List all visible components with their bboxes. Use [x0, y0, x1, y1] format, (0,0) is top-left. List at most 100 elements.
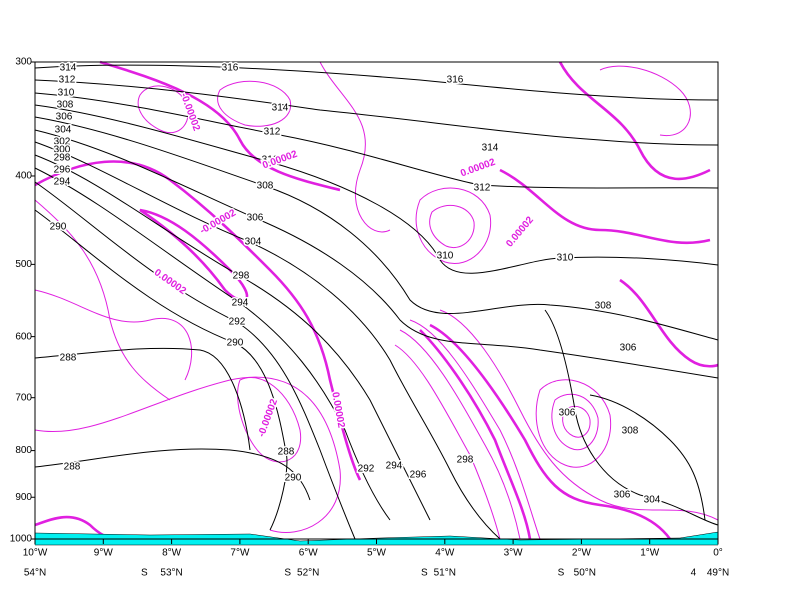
lat-tick-label: S [558, 568, 565, 579]
contour-label: 290 [285, 473, 302, 484]
contour-label: 310 [58, 88, 75, 99]
contour-label: 310 [262, 155, 279, 166]
plot-frame [34, 61, 719, 540]
x-tick-label: 3°W [504, 548, 524, 559]
contour-label: 314 [482, 143, 499, 154]
contour-label: 304 [644, 495, 661, 506]
pv-contour-bold [499, 168, 711, 245]
contour-label: 310 [437, 251, 454, 262]
pv-contour-bold [419, 329, 532, 540]
pv-contour [237, 377, 302, 463]
contour-label: 312 [474, 183, 491, 194]
contour-label: 312 [59, 75, 76, 86]
pv-contour [562, 405, 591, 438]
contour-label: 306 [559, 408, 576, 419]
isentrope [34, 129, 719, 379]
contour-label: 312 [264, 127, 281, 138]
contour-label: 0.00002 [152, 267, 188, 297]
pv-contour-bold [619, 278, 719, 368]
contour-label: 308 [57, 100, 74, 111]
y-tick-label: 400 [15, 171, 32, 182]
contour-label: 290 [50, 222, 67, 233]
x-tick-label: 10°W [23, 548, 48, 559]
x-tick-label: 4°W [435, 548, 455, 559]
x-tick-label: 1°W [640, 548, 660, 559]
pv-contour [137, 85, 189, 134]
lat-tick-label: 52°N [297, 568, 319, 579]
contour-label: 292 [229, 317, 246, 328]
pv-contour [217, 80, 292, 127]
contour-label: 0.00002 [261, 149, 299, 172]
lat-tick-label: 53°N [160, 568, 182, 579]
contour-label: 296 [54, 165, 71, 176]
pv-labels: 0.00002 0.00002 0.00002 0.00002 0.00002 … [150, 90, 537, 440]
isentrope [34, 154, 431, 521]
contour-label: 314 [272, 103, 289, 114]
pv-contour [535, 379, 612, 468]
pv-contour [34, 199, 171, 401]
lat-tick-label: 4 [691, 568, 697, 579]
contour-label: 304 [55, 125, 72, 136]
lat-tick-label: S [141, 568, 148, 579]
isentrope [34, 141, 501, 540]
contour-label: -0.00002 [178, 92, 202, 133]
contour-label: 296 [410, 470, 427, 481]
lat-tick-label: 50°N [574, 568, 596, 579]
pv-contour-bold [558, 61, 711, 181]
theta-labels: 314 312 310 308 306 304 302 300 298 296 … [48, 61, 662, 507]
contour-label: 288 [60, 353, 77, 364]
pv-contour [34, 376, 341, 533]
lat-tick-label: S [421, 568, 428, 579]
contour-label: 290 [227, 338, 244, 349]
contour-label: -0.00002 [256, 397, 280, 438]
pv-contour [439, 309, 719, 521]
pv-contour-bold [99, 60, 341, 192]
contour-label: 308 [595, 301, 612, 312]
contour-label: 314 [60, 63, 77, 74]
contour-label: 308 [622, 426, 639, 437]
contour-label: 0.00002 [329, 391, 346, 429]
x-tick-label: 2°W [572, 548, 592, 559]
y-tick-label: 800 [15, 445, 32, 456]
contour-label: 0.00002 [504, 214, 536, 249]
isentrope [34, 181, 356, 540]
isentrope [34, 167, 391, 521]
contour-label: 288 [278, 447, 295, 458]
contour-label: 300 [54, 145, 71, 156]
contour-label: 306 [614, 490, 631, 501]
lat-tick-label: 54°N [24, 568, 46, 579]
y-tick-label: 900 [15, 492, 32, 503]
x-tick-label: 5°W [367, 548, 387, 559]
contour-label: 306 [247, 213, 264, 224]
pv-contour-bold [139, 208, 249, 302]
pv-contour [551, 393, 599, 451]
isentrope [544, 309, 719, 526]
contour-label: 0.00002 [459, 157, 497, 180]
x-tick-label: 0° [713, 548, 723, 559]
contour-label: 294 [386, 461, 403, 472]
contour-label: 316 [222, 63, 239, 74]
isentrope [34, 448, 311, 501]
lat-tick-label: 49°N [707, 568, 729, 579]
contour-label: 294 [232, 298, 249, 309]
x-tick-label: 7°W [230, 548, 250, 559]
pv-contour [429, 204, 475, 248]
isentrope [34, 92, 719, 189]
contour-label: 288 [64, 462, 81, 473]
y-tick-label: 600 [15, 331, 32, 342]
y-tick-label: 300 [15, 57, 32, 68]
y-tick-label: 500 [15, 259, 32, 270]
isentrope [34, 64, 719, 101]
isentrope [34, 104, 719, 274]
pv-contour [319, 61, 391, 233]
lat-tick-label: S [284, 568, 291, 579]
x-tick-label: 6°W [299, 548, 319, 559]
pv-contour [34, 289, 193, 381]
contour-label: 310 [557, 253, 574, 264]
pv-contour [399, 329, 521, 540]
isentrope [34, 79, 719, 146]
pv-contour-bold [429, 323, 672, 540]
pv-contour [394, 344, 501, 540]
contour-label: 304 [245, 237, 262, 248]
